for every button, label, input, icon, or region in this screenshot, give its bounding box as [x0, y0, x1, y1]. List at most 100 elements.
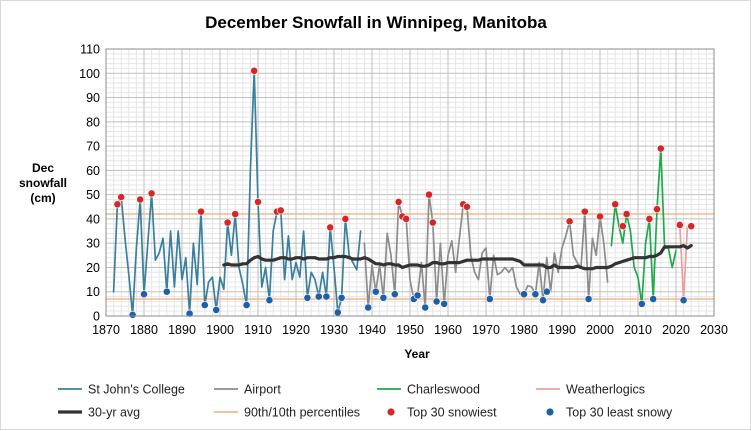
least-snowy-marker: [539, 296, 547, 305]
series-30-yr-avg: [222, 244, 693, 271]
snowiest-marker: [618, 222, 627, 231]
least-snowy-marker: [520, 290, 528, 299]
least-snowy-marker: [322, 292, 331, 301]
y-axis-label-line-2: snowfall: [19, 176, 67, 190]
snowiest-marker: [276, 206, 285, 215]
least-snowy-marker: [337, 293, 346, 302]
x-tick-label: 2000: [586, 323, 614, 337]
axes: 1870 1880 1890 1900 1910 1920 1930 1940 1950 1960…: [79, 43, 728, 338]
least-snowy-marker: [371, 287, 380, 296]
snowiest-marker: [675, 221, 684, 229]
least-snowy-marker: [128, 310, 137, 319]
least-snowy-marker: [649, 295, 658, 303]
x-tick-label: 1870: [92, 323, 120, 337]
snowiest-marker: [565, 217, 574, 226]
least-snowy-marker: [584, 295, 593, 303]
snowiest-marker: [117, 193, 126, 201]
least-snowy-marker: [637, 299, 646, 308]
least-snowy-marker: [333, 308, 342, 317]
least-snowy-marker: [413, 291, 422, 300]
legend-label: Top 30 snowiest: [407, 406, 497, 420]
x-tick-label: 1960: [434, 323, 462, 337]
least-snowy-marker: [242, 301, 251, 309]
least-snowy-marker: [440, 299, 449, 308]
least-snowy-marker: [390, 290, 399, 299]
x-tick-label: 2030: [700, 323, 728, 337]
snowiest-marker: [113, 200, 122, 209]
legend-label: Top 30 least snowy: [566, 406, 673, 420]
grid-lines: [105, 48, 715, 317]
y-tick-label: 90: [86, 91, 100, 105]
snowiest-marker: [622, 210, 631, 218]
snowiest-marker: [394, 198, 403, 206]
x-tick-label: 1950: [396, 323, 424, 337]
y-axis-label: Dec snowfall (cm): [19, 161, 67, 205]
legend-item-charleswood: Charleswood: [377, 383, 480, 397]
snowiest-marker: [341, 215, 350, 223]
snowiest-marker: [254, 198, 262, 206]
extreme-markers: [113, 66, 696, 319]
least-snowy-marker: [531, 290, 540, 299]
legend-swatch: [387, 408, 395, 416]
least-snowy-marker: [432, 297, 441, 306]
legend-item-top-30-least-snowy: Top 30 least snowy: [546, 406, 673, 420]
least-snowy-marker: [140, 290, 148, 299]
x-tick-label: 1930: [320, 323, 348, 337]
y-axis-label-line-3: (cm): [30, 191, 55, 205]
snowiest-marker: [136, 195, 145, 204]
least-snowy-marker: [421, 303, 430, 312]
snowiest-marker: [463, 202, 471, 211]
snowiest-marker: [687, 222, 696, 231]
y-tick-label: 110: [80, 43, 100, 57]
snowiest-marker: [428, 218, 437, 227]
snowiest-marker: [231, 210, 240, 218]
legend: St John's College Airport Charleswood Weath…: [58, 383, 673, 420]
snowiest-marker: [402, 215, 411, 223]
snowiest-marker: [596, 212, 604, 221]
snowiest-marker: [223, 218, 232, 227]
least-snowy-marker: [212, 306, 221, 314]
least-snowy-marker: [364, 303, 373, 312]
legend-item-30-yr-avg: 30-yr avg: [58, 406, 140, 420]
legend-label: Airport: [244, 383, 281, 397]
legend-label: 90th/10th percentiles: [244, 406, 360, 420]
legend-swatch: [546, 408, 554, 416]
least-snowy-marker: [542, 287, 551, 296]
snowiest-marker: [197, 207, 205, 216]
least-snowy-marker: [314, 292, 323, 301]
y-tick-label: 30: [86, 237, 100, 251]
snowiest-marker: [645, 215, 654, 223]
x-tick-label: 1980: [510, 323, 538, 337]
least-snowy-marker: [679, 296, 688, 305]
snowiest-marker: [611, 200, 620, 209]
x-axis-label: Year: [404, 347, 430, 361]
legend-item-weatherlogics: Weatherlogics: [536, 383, 645, 397]
y-tick-label: 0: [93, 310, 100, 324]
legend-item-top-30-snowiest: Top 30 snowiest: [387, 406, 497, 420]
y-tick-label: 10: [86, 285, 100, 299]
y-tick-label: 20: [86, 261, 100, 275]
snowiest-marker: [250, 66, 259, 75]
legend-label: Weatherlogics: [566, 383, 645, 397]
y-tick-label: 60: [86, 164, 100, 178]
least-snowy-marker: [379, 293, 388, 302]
legend-label: St John's College: [88, 383, 185, 397]
x-tick-label: 1920: [282, 323, 310, 337]
snowiest-marker: [653, 205, 661, 214]
x-tick-label: 1990: [548, 323, 576, 337]
legend-label: 30-yr avg: [88, 406, 140, 420]
least-snowy-marker: [485, 295, 494, 303]
least-snowy-marker: [303, 293, 312, 302]
least-snowy-marker: [162, 287, 171, 296]
plot-border: [105, 48, 715, 317]
snowiest-marker: [580, 207, 589, 216]
snowiest-marker: [147, 189, 156, 198]
y-tick-label: 50: [86, 188, 100, 202]
legend-item-90th-10th-percentiles: 90th/10th percentiles: [214, 406, 360, 420]
x-tick-label: 1890: [168, 323, 196, 337]
y-tick-label: 70: [86, 140, 100, 154]
legend-label: Charleswood: [407, 383, 480, 397]
least-snowy-marker: [265, 296, 274, 305]
